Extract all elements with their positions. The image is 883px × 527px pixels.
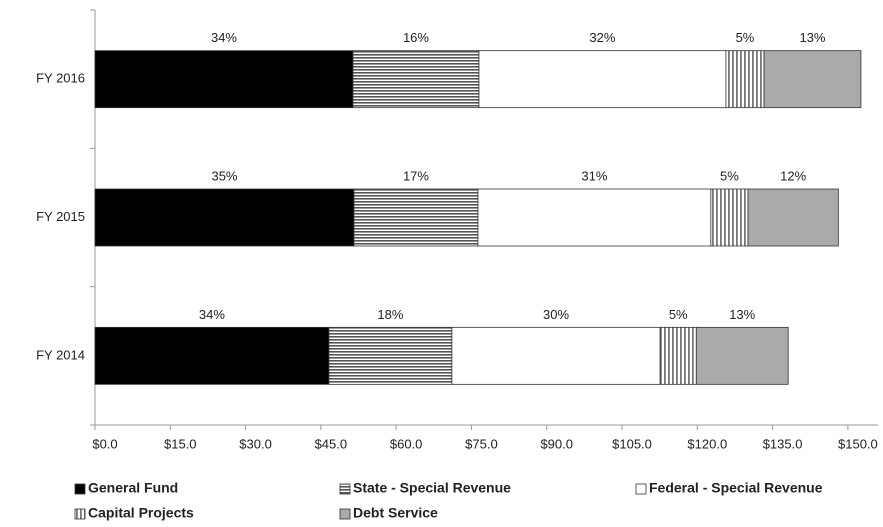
x-tick-label: $75.0	[465, 436, 498, 451]
x-tick-label: $105.0	[612, 436, 652, 451]
value-label: 34%	[211, 30, 237, 45]
value-label: 34%	[199, 307, 225, 322]
bar-segment	[659, 326, 697, 385]
value-label: 5%	[720, 168, 739, 183]
bar-segment	[328, 326, 453, 385]
y-tick-label: FY 2015	[36, 209, 85, 224]
bar-segment	[353, 188, 479, 247]
bar-segment	[94, 188, 355, 247]
value-label: 5%	[669, 307, 688, 322]
x-tick-label: $135.0	[763, 436, 803, 451]
value-label: 13%	[729, 307, 755, 322]
value-label: 17%	[403, 168, 429, 183]
bar-segment	[94, 50, 354, 109]
y-tick-label: FY 2016	[36, 71, 85, 86]
bar-segment	[352, 50, 480, 109]
bar-segment	[451, 326, 661, 385]
value-label: 12%	[780, 168, 806, 183]
bar-segment	[763, 50, 862, 109]
x-tick-label: $45.0	[315, 436, 348, 451]
legend-label: Federal - Special Revenue	[649, 480, 823, 496]
legend-swatch	[339, 508, 351, 520]
bar-segment	[695, 326, 789, 385]
x-tick-label: $15.0	[164, 436, 197, 451]
value-label: 18%	[377, 307, 403, 322]
value-label: 16%	[403, 30, 429, 45]
bar-segment	[710, 188, 749, 247]
y-tick-label: FY 2014	[36, 347, 85, 362]
legend-label: State - Special Revenue	[353, 480, 511, 496]
x-tick-label: $120.0	[687, 436, 727, 451]
legend-swatch	[635, 483, 647, 495]
legend-swatch	[339, 483, 351, 495]
bar-segment	[477, 188, 712, 247]
legend-label: Capital Projects	[88, 505, 194, 521]
bar-segment	[725, 50, 765, 109]
x-tick-label: $30.0	[239, 436, 272, 451]
value-label: 31%	[581, 168, 607, 183]
x-tick-label: $150.0	[838, 436, 878, 451]
bar-segment	[747, 188, 839, 247]
value-label: 35%	[211, 168, 237, 183]
x-tick-label: $90.0	[540, 436, 573, 451]
bar-segment	[94, 326, 330, 385]
legend-label: Debt Service	[353, 505, 438, 521]
legend-swatch	[74, 508, 86, 520]
value-label: 30%	[543, 307, 569, 322]
legend-label: General Fund	[88, 480, 178, 496]
legend-swatch	[74, 483, 86, 495]
x-tick-label: $60.0	[390, 436, 423, 451]
value-label: 13%	[799, 30, 825, 45]
x-tick-label: $0.0	[92, 436, 117, 451]
value-label: 5%	[736, 30, 755, 45]
bar-segment	[478, 50, 727, 109]
value-label: 32%	[589, 30, 615, 45]
